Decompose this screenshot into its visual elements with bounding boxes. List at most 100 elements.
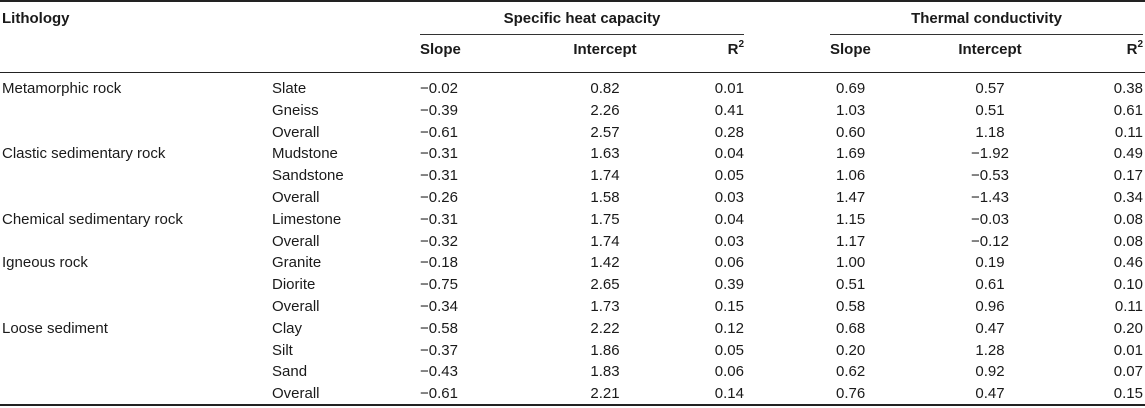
heat-intercept-cell: 0.82: [590, 80, 620, 97]
heat-slope-cell: −0.58: [420, 319, 458, 337]
conductivity-slope-cell: 1.00: [836, 254, 866, 272]
r-superscript: 2: [738, 39, 744, 50]
conductivity-r2-cell: 0.49: [1113, 145, 1143, 163]
conductivity-slope-cell: 0.51: [836, 276, 866, 294]
header-specific-heat-capacity: Specific heat capacity: [503, 10, 661, 27]
conductivity-slope-cell: 1.69: [836, 145, 866, 163]
heat-intercept-cell: 1.83: [590, 363, 620, 381]
heat-intercept-cell: 1.75: [590, 210, 620, 228]
lithology-group-cell: Clastic sedimentary rock: [2, 145, 166, 163]
conductivity-intercept-cell: −0.03: [971, 210, 1009, 228]
heat-intercept-cell: 1.42: [590, 254, 620, 272]
conductivity-intercept-cell: −0.12: [971, 232, 1009, 250]
conductivity-intercept-cell: 0.47: [975, 319, 1005, 337]
heat-r2-cell: 0.12: [714, 319, 744, 337]
conductivity-r2-cell: 0.15: [1113, 385, 1143, 403]
heat-slope-cell: −0.31: [420, 210, 458, 228]
conductivity-intercept-cell: 0.51: [975, 101, 1005, 119]
conductivity-intercept-cell: 1.28: [975, 341, 1005, 359]
heat-slope-cell: −0.39: [420, 101, 458, 119]
heat-intercept-cell: 1.63: [590, 145, 620, 163]
heat-r2-cell: 0.14: [714, 385, 744, 403]
heat-slope-cell: −0.43: [420, 363, 458, 381]
conductivity-slope-cell: 0.68: [836, 319, 866, 337]
rock-type-cell: Gneiss: [272, 101, 319, 119]
group-underline-conductivity: [830, 34, 1143, 35]
conductivity-intercept-cell: 0.61: [975, 276, 1005, 294]
heat-intercept-cell: 2.21: [590, 385, 620, 403]
conductivity-slope-cell: 1.47: [836, 189, 866, 206]
conductivity-slope-cell: 1.15: [836, 210, 866, 228]
heat-slope-cell: −0.31: [420, 167, 458, 185]
heat-r2-cell: 0.15: [714, 298, 744, 315]
conductivity-intercept-cell: −1.43: [971, 189, 1009, 206]
r-superscript: 2: [1137, 39, 1143, 50]
conductivity-intercept-cell: 0.57: [975, 80, 1005, 97]
conductivity-r2-cell: 0.07: [1113, 363, 1143, 381]
conductivity-r2-cell: 0.38: [1113, 80, 1143, 97]
bottom-rule: [0, 404, 1145, 406]
rock-type-cell: Limestone: [272, 210, 342, 228]
header-thermal-conductivity: Thermal conductivity: [911, 10, 1062, 27]
conductivity-slope-cell: 0.20: [836, 341, 866, 359]
heat-intercept-cell: 2.22: [590, 319, 620, 337]
heat-slope-cell: −0.32: [420, 232, 458, 250]
header-slope-heat: Slope: [420, 41, 461, 58]
heat-r2-cell: 0.04: [714, 145, 744, 163]
rock-type-cell: Mudstone: [272, 145, 338, 163]
heat-intercept-cell: 1.58: [590, 189, 620, 206]
heat-r2-cell: 0.05: [714, 167, 744, 185]
conductivity-r2-cell: 0.11: [1114, 298, 1143, 315]
conductivity-intercept-cell: 0.92: [975, 363, 1005, 381]
conductivity-slope-cell: 1.03: [836, 101, 866, 119]
conductivity-slope-cell: 1.06: [836, 167, 866, 185]
header-r2-heat: R2: [694, 40, 744, 60]
heat-slope-cell: −0.26: [420, 189, 458, 206]
rock-type-cell: Overall: [272, 123, 320, 141]
rock-type-cell: Overall: [272, 232, 320, 250]
conductivity-intercept-cell: 0.47: [975, 385, 1005, 403]
conductivity-r2-cell: 0.08: [1113, 210, 1143, 228]
rock-type-cell: Clay: [272, 319, 303, 337]
heat-r2-cell: 0.04: [714, 210, 744, 228]
conductivity-r2-cell: 0.11: [1114, 123, 1143, 141]
header-rule: [0, 72, 1145, 73]
header-intercept-heat: Intercept: [573, 41, 637, 58]
heat-slope-cell: −0.31: [420, 145, 458, 163]
heat-intercept-cell: 2.26: [590, 101, 620, 119]
header-slope-conductivity: Slope: [830, 41, 871, 58]
header-r2-conductivity: R2: [1093, 40, 1143, 60]
heat-r2-cell: 0.06: [714, 254, 744, 272]
heat-slope-cell: −0.37: [420, 341, 458, 359]
heat-slope-cell: −0.75: [420, 276, 458, 294]
heat-intercept-cell: 2.57: [590, 123, 620, 141]
rock-type-cell: Overall: [272, 298, 320, 315]
heat-r2-cell: 0.28: [714, 123, 744, 141]
lithology-group-cell: Loose sediment: [2, 319, 108, 337]
header-intercept-conductivity: Intercept: [958, 41, 1022, 58]
heat-intercept-cell: 1.74: [590, 232, 620, 250]
heat-slope-cell: −0.34: [420, 298, 458, 315]
conductivity-r2-cell: 0.17: [1113, 167, 1143, 185]
conductivity-r2-cell: 0.08: [1113, 232, 1143, 250]
heat-intercept-cell: 1.86: [590, 341, 620, 359]
heat-r2-cell: 0.03: [714, 232, 744, 250]
rock-type-cell: Overall: [272, 385, 320, 403]
conductivity-slope-cell: 0.62: [836, 363, 866, 381]
conductivity-intercept-cell: −0.53: [971, 167, 1009, 185]
conductivity-slope-cell: 1.17: [836, 232, 866, 250]
group-underline-heat: [420, 34, 744, 35]
rock-type-cell: Granite: [272, 254, 322, 272]
conductivity-intercept-cell: −1.92: [971, 145, 1009, 163]
heat-r2-cell: 0.41: [714, 101, 744, 119]
heat-r2-cell: 0.03: [714, 189, 744, 206]
rock-type-cell: Slate: [272, 80, 307, 97]
rock-type-cell: Sand: [272, 363, 308, 381]
heat-r2-cell: 0.01: [714, 80, 744, 97]
heat-r2-cell: 0.39: [714, 276, 744, 294]
heat-slope-cell: −0.61: [420, 385, 458, 403]
rock-type-cell: Silt: [272, 341, 293, 359]
conductivity-r2-cell: 0.10: [1113, 276, 1143, 294]
lithology-group-cell: Igneous rock: [2, 254, 88, 272]
rock-type-cell: Sandstone: [272, 167, 344, 185]
